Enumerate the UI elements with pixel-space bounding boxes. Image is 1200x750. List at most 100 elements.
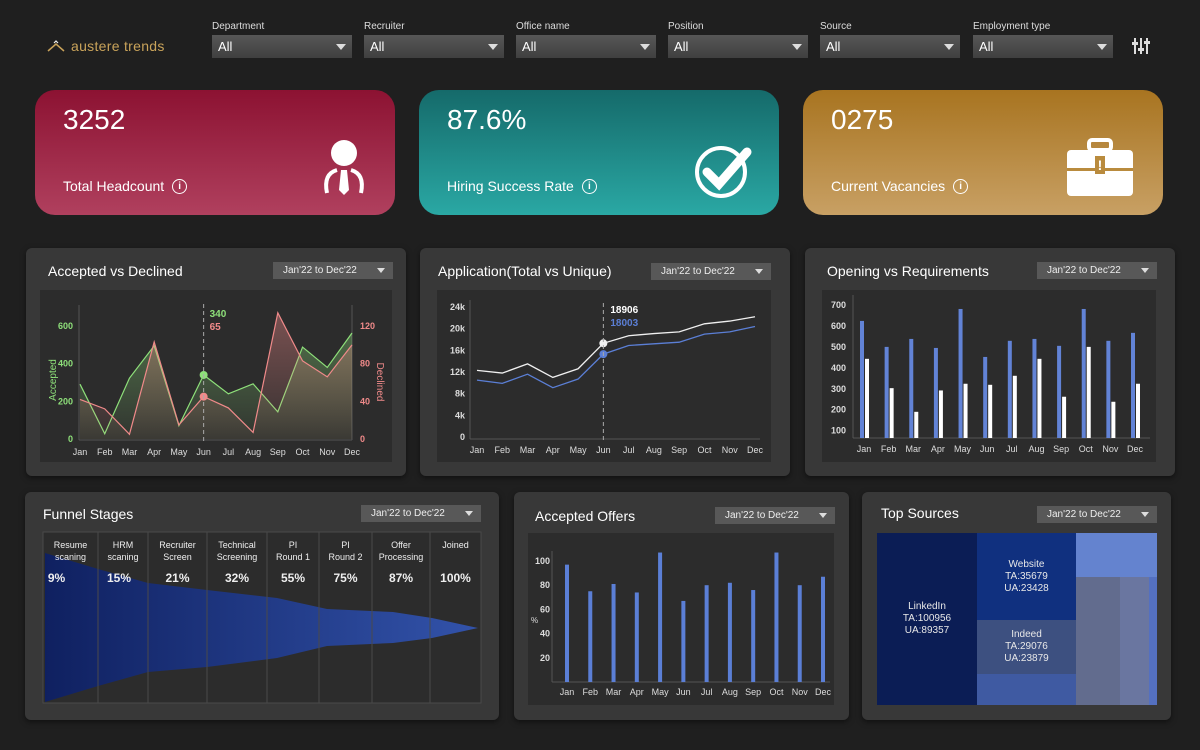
- bar[interactable]: [1057, 345, 1062, 438]
- x-tick-label: Jun: [596, 445, 611, 455]
- x-tick-label: Dec: [1127, 444, 1144, 454]
- bar[interactable]: [889, 388, 894, 438]
- x-tick-label: May: [652, 687, 670, 697]
- chevron-down-icon: [1141, 512, 1149, 517]
- bar[interactable]: [865, 358, 869, 438]
- bar[interactable]: [1032, 338, 1037, 438]
- filter-dropdown-department[interactable]: All: [212, 35, 352, 58]
- bar[interactable]: [565, 564, 569, 682]
- bar[interactable]: [860, 320, 864, 438]
- stage-label: Joined: [442, 540, 469, 550]
- stage-label: Technical: [218, 540, 256, 550]
- bar[interactable]: [983, 356, 988, 438]
- treemap-website[interactable]: Website TA:35679 UA:23428: [977, 533, 1076, 620]
- treemap-other-source[interactable]: [1120, 577, 1149, 705]
- y-tick-label: 0: [360, 434, 365, 444]
- bar[interactable]: [909, 338, 914, 438]
- brand-logo: austere trends: [47, 38, 165, 54]
- bar[interactable]: [914, 411, 919, 438]
- treemap-other-source[interactable]: [1149, 577, 1157, 705]
- filter-dropdown-recruiter[interactable]: All: [364, 35, 504, 58]
- kpi-label: Hiring Success Rate: [447, 178, 574, 194]
- date-range-dropdown[interactable]: Jan'22 to Dec'22: [651, 263, 771, 280]
- date-range-dropdown[interactable]: Jan'22 to Dec'22: [273, 262, 393, 279]
- y-axis-label: %: [531, 616, 538, 625]
- chart-title: Accepted vs Declined: [48, 263, 183, 279]
- bar[interactable]: [704, 585, 709, 682]
- y-tick-label: 40: [540, 629, 550, 639]
- bar[interactable]: [588, 591, 593, 682]
- chevron-down-icon: [792, 43, 802, 50]
- x-tick-label: Dec: [815, 687, 832, 697]
- y-tick-label: 20k: [450, 324, 466, 334]
- filter-dropdown-position[interactable]: All: [668, 35, 808, 58]
- bar[interactable]: [797, 585, 802, 682]
- stage-percent: 32%: [225, 571, 249, 585]
- info-icon[interactable]: i: [581, 178, 597, 194]
- x-tick-label: Jan: [73, 447, 88, 457]
- x-tick-label: Aug: [646, 445, 662, 455]
- bar[interactable]: [963, 383, 968, 438]
- y-tick-label: 300: [831, 384, 846, 394]
- bar[interactable]: [821, 576, 825, 682]
- bar[interactable]: [658, 552, 663, 682]
- y-tick-label: 16k: [450, 345, 466, 355]
- bar[interactable]: [1081, 308, 1086, 438]
- bar[interactable]: [634, 592, 639, 682]
- date-range-dropdown[interactable]: Jan'22 to Dec'22: [715, 507, 835, 524]
- bar[interactable]: [774, 552, 779, 682]
- x-tick-label: Mar: [520, 445, 536, 455]
- bar[interactable]: [988, 384, 993, 438]
- stage-percent: 9%: [48, 571, 66, 585]
- bar[interactable]: [1111, 401, 1116, 438]
- line-accepted: [79, 332, 353, 436]
- filter-dropdown-source[interactable]: All: [820, 35, 960, 58]
- info-icon[interactable]: i: [953, 178, 969, 194]
- date-range-value: Jan'22 to Dec'22: [1047, 265, 1121, 276]
- filter-dropdown-office-name[interactable]: All: [516, 35, 656, 58]
- y-tick-label: 8k: [455, 389, 466, 399]
- info-icon[interactable]: i: [172, 178, 188, 194]
- bar[interactable]: [751, 590, 756, 682]
- stage-label: HRM: [113, 540, 134, 550]
- bar[interactable]: [681, 600, 686, 682]
- x-tick-label: Aug: [245, 447, 261, 457]
- treemap-linkedin[interactable]: LinkedIn TA:100956 UA:89357: [877, 533, 977, 705]
- kpi-card: 0275 Current Vacancies i !: [803, 90, 1163, 215]
- x-tick-label: Sep: [671, 445, 687, 455]
- bar[interactable]: [1131, 332, 1135, 438]
- hover-value: 65: [210, 322, 222, 333]
- x-tick-label: Aug: [722, 687, 738, 697]
- bar[interactable]: [611, 583, 616, 682]
- bar[interactable]: [1062, 396, 1067, 438]
- bar[interactable]: [1012, 375, 1017, 438]
- date-range-dropdown[interactable]: Jan'22 to Dec'22: [361, 505, 481, 522]
- bar[interactable]: [884, 346, 889, 438]
- filter-dropdown-employment-type[interactable]: All: [973, 35, 1113, 58]
- bar[interactable]: [1007, 340, 1012, 438]
- funnel-shape: [45, 553, 478, 702]
- y-tick-label: 0: [68, 434, 73, 444]
- bar[interactable]: [1136, 383, 1140, 438]
- bar[interactable]: [1086, 346, 1091, 438]
- bar[interactable]: [1037, 358, 1042, 438]
- x-tick-label: Oct: [1079, 444, 1094, 454]
- data-point[interactable]: [599, 339, 608, 348]
- bar[interactable]: [958, 308, 963, 438]
- bar[interactable]: [933, 347, 938, 438]
- bar[interactable]: [727, 582, 732, 682]
- filter-settings-icon[interactable]: [1132, 37, 1150, 60]
- treemap-other-source[interactable]: [977, 674, 1076, 705]
- treemap-other-source[interactable]: [1076, 533, 1157, 577]
- date-range-dropdown[interactable]: Jan'22 to Dec'22: [1037, 262, 1157, 279]
- treemap-indeed[interactable]: Indeed TA:29076 UA:23879: [977, 620, 1076, 674]
- kpi-label: Current Vacancies: [831, 178, 946, 194]
- filter-label: Source: [820, 21, 852, 32]
- chevron-down-icon: [336, 43, 346, 50]
- date-range-dropdown[interactable]: Jan'22 to Dec'22: [1037, 506, 1157, 523]
- bar[interactable]: [1106, 340, 1111, 438]
- y-tick-label: 700: [831, 300, 846, 310]
- stage-label: Offer: [391, 540, 411, 550]
- bar[interactable]: [938, 390, 943, 438]
- treemap-other-source[interactable]: [1076, 577, 1120, 705]
